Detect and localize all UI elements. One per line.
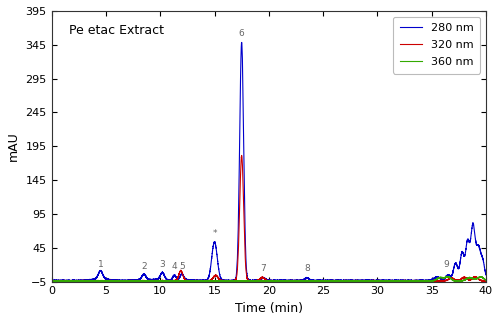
Text: Pe etac Extract: Pe etac Extract (69, 24, 164, 37)
320 nm (337, 279, 343, 283)
360 nm (277, 279, 283, 283)
Y-axis label: mAU: mAU (7, 131, 20, 161)
280 nm (271, 279, 277, 282)
320 nm (483, 279, 489, 282)
Line: 360 nm: 360 nm (52, 276, 486, 281)
Text: 8: 8 (304, 264, 310, 273)
280 nm (72, 279, 78, 282)
360 nm (48, 279, 54, 283)
Text: 4: 4 (172, 262, 177, 271)
320 nm (313, 279, 319, 282)
360 nm (271, 279, 277, 283)
320 nm (48, 279, 54, 282)
280 nm (48, 278, 54, 282)
360 nm (72, 279, 78, 283)
Text: 9: 9 (443, 260, 448, 269)
X-axis label: Time (min): Time (min) (235, 302, 303, 315)
320 nm (72, 279, 78, 283)
280 nm (291, 280, 297, 284)
360 nm (113, 279, 119, 283)
Text: *: * (212, 229, 217, 238)
Legend: 280 nm, 320 nm, 360 nm: 280 nm, 320 nm, 360 nm (393, 16, 480, 73)
280 nm (277, 279, 283, 282)
360 nm (62, 279, 68, 283)
320 nm (113, 279, 119, 283)
Text: 1: 1 (98, 260, 103, 269)
320 nm (277, 279, 283, 283)
Line: 320 nm: 320 nm (52, 156, 486, 281)
Text: 2: 2 (141, 262, 146, 271)
360 nm (445, 274, 451, 278)
320 nm (161, 279, 167, 283)
280 nm (238, 41, 244, 44)
Line: 280 nm: 280 nm (52, 43, 486, 282)
280 nm (113, 278, 119, 282)
360 nm (313, 279, 319, 283)
320 nm (271, 279, 277, 283)
Text: 6: 6 (239, 29, 244, 38)
280 nm (483, 273, 489, 277)
Text: 3: 3 (160, 260, 166, 270)
360 nm (483, 278, 489, 282)
Text: 7: 7 (260, 264, 266, 273)
320 nm (238, 154, 244, 157)
Text: 5: 5 (179, 262, 185, 271)
280 nm (161, 273, 167, 277)
280 nm (313, 279, 319, 283)
360 nm (161, 279, 167, 283)
